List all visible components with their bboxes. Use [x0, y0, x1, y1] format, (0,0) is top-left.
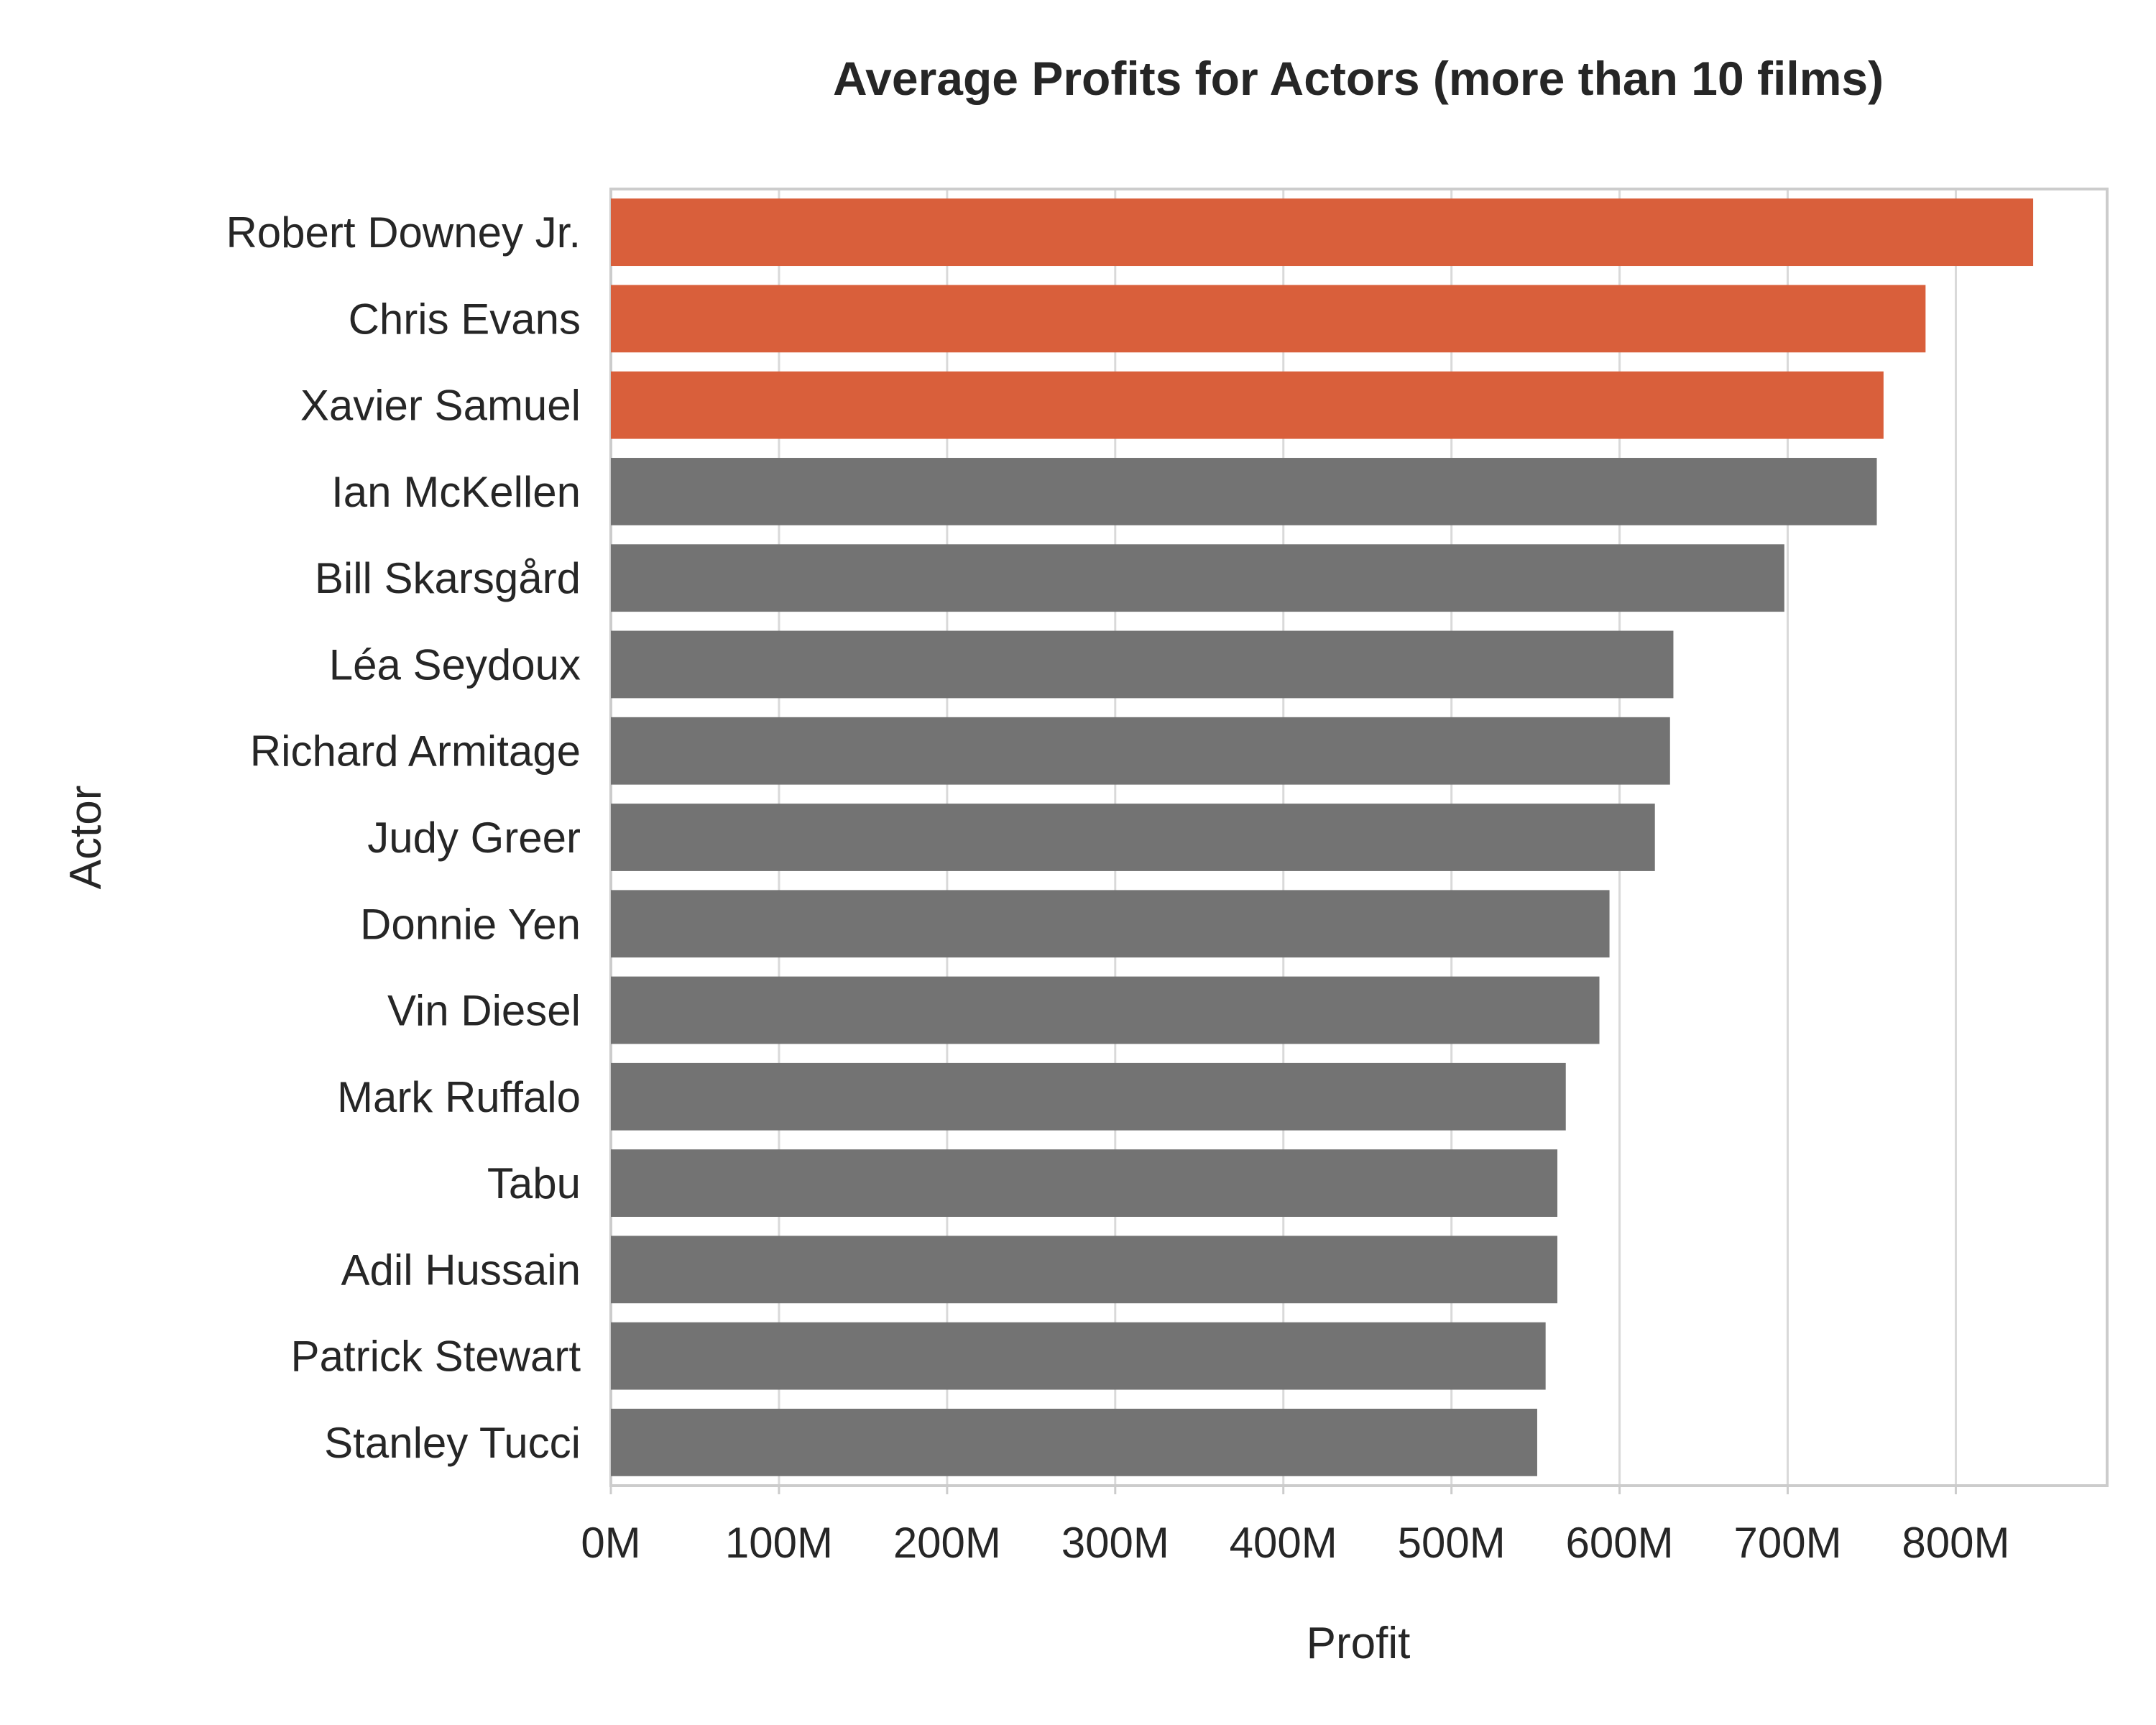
y-tick-label: Tabu: [487, 1159, 581, 1208]
bar: [611, 890, 1610, 958]
bars: [611, 198, 2034, 1476]
y-tick-label: Bill Skarsgård: [315, 554, 581, 602]
y-tick-label: Mark Ruffalo: [337, 1073, 581, 1121]
y-tick-label: Ian McKellen: [331, 468, 581, 516]
bar: [611, 1149, 1558, 1217]
y-tick-label: Adil Hussain: [341, 1246, 581, 1294]
y-tick-label: Donnie Yen: [360, 900, 581, 948]
y-tick-label: Vin Diesel: [387, 987, 581, 1035]
bar: [611, 458, 1877, 525]
x-tick-label: 800M: [1902, 1519, 2009, 1567]
chart-title: Average Profits for Actors (more than 10…: [833, 52, 1884, 105]
x-tick-label: 100M: [725, 1519, 833, 1567]
bar: [611, 717, 1670, 785]
y-tick-label: Chris Evans: [349, 295, 581, 343]
y-tick-label: Stanley Tucci: [324, 1419, 581, 1467]
y-tick-labels: Robert Downey Jr. Chris Evans Xavier Samue…: [226, 208, 581, 1467]
x-axis-label: Profit: [1307, 1619, 1411, 1668]
x-tick-label: 700M: [1733, 1519, 1841, 1567]
bar: [611, 1236, 1558, 1304]
x-tick-label: 0M: [581, 1519, 640, 1567]
y-tick-label: Léa Seydoux: [329, 640, 581, 689]
bar: [611, 198, 2034, 267]
x-tick-label: 600M: [1566, 1519, 1674, 1567]
x-tick-label: 400M: [1230, 1519, 1337, 1567]
y-tick-label: Patrick Stewart: [291, 1333, 581, 1381]
y-tick-label: Xavier Samuel: [300, 382, 581, 430]
y-axis-label: Actor: [61, 786, 111, 890]
y-tick-label: Judy Greer: [367, 814, 581, 862]
y-tick-label: Richard Armitage: [250, 727, 581, 776]
x-tick-labels: 0M 100M 200M 300M 400M 500M 600M 700M 800M: [581, 1519, 2009, 1567]
x-tick-label: 500M: [1398, 1519, 1506, 1567]
y-tick-label: Robert Downey Jr.: [226, 208, 581, 257]
bar: [611, 976, 1600, 1044]
x-tick-label: 200M: [893, 1519, 1001, 1567]
bar: [611, 804, 1655, 871]
bar: [611, 371, 1884, 439]
bar: [611, 1062, 1566, 1131]
bar: [611, 544, 1784, 612]
bar: [611, 630, 1674, 699]
bar: [611, 285, 1926, 353]
bar: [611, 1408, 1537, 1476]
x-tick-label: 300M: [1061, 1519, 1169, 1567]
bar: [611, 1322, 1546, 1390]
